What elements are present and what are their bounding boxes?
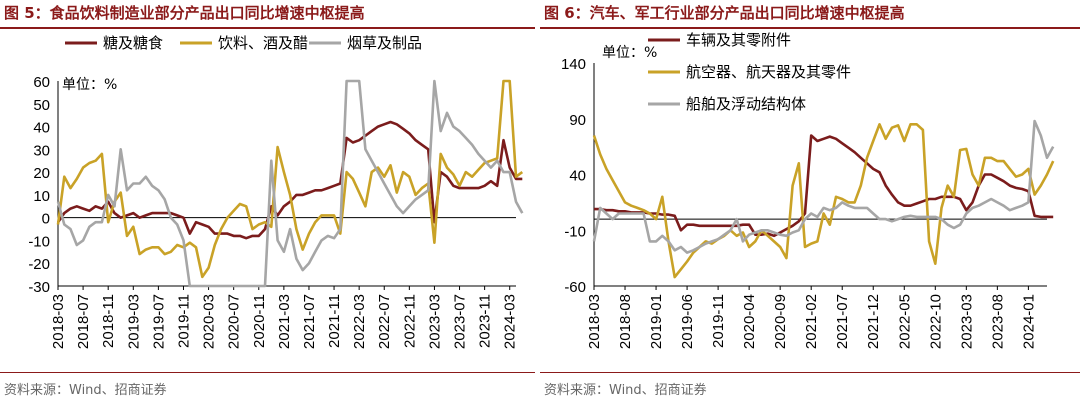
series-line-3 [56, 79, 524, 288]
y-tick-label: 30 [33, 142, 50, 159]
y-tick-label: -10 [28, 233, 50, 250]
chart-auto-military: -60 -10 40 90 140 2018-03 2018-08 2019-01 2019-0… [561, 31, 1055, 349]
title-rule [0, 27, 535, 29]
x-tick-label: 2020-03 [201, 294, 218, 349]
chart-title: 图 5：食品饮料制造业部分产品出口同比增速中枢提高 [4, 4, 365, 22]
x-tick-label: 2022-10 [927, 294, 944, 349]
series-line-1 [594, 134, 1054, 238]
unit-label: 单位：% [602, 45, 657, 61]
series-line-3 [592, 119, 1055, 254]
y-tick-label: -60 [564, 279, 586, 296]
x-tick-label: 2019-01 [648, 294, 665, 349]
series-line-2 [56, 79, 524, 279]
chart-panel-auto-military: 图 6：汽车、军工行业部分产品出口同比增速中枢提高 -60 -10 40 90 140 2… [540, 0, 1080, 406]
x-tick-label: 2018-08 [617, 294, 634, 349]
x-tick-label: 2022-05 [896, 294, 913, 349]
legend-label: 船舶及浮动结构体 [686, 95, 806, 113]
source-rule [0, 372, 535, 373]
legend-label: 航空器、航天器及其零件 [686, 63, 851, 81]
legend-label: 车辆及其零附件 [686, 31, 791, 49]
x-tick-label: 2022-03 [351, 294, 368, 349]
source-rule [540, 372, 1080, 373]
legend-label: 烟草及制品 [347, 34, 422, 52]
x-tick-label: 2018-03 [50, 294, 67, 349]
x-tick-label: 2022-11 [401, 294, 418, 348]
legend-label: 饮料、酒及醋 [218, 34, 308, 52]
x-tick-label: 2021-03 [276, 294, 293, 349]
y-tick-label: -20 [28, 256, 50, 273]
x-tick-label: 2021-02 [803, 294, 820, 349]
x-tick-label: 2020-07 [226, 294, 243, 349]
chart-food-beverage: -30 -20 -10 0 10 20 30 40 50 60 2018-03 2018-07 2018… [28, 34, 524, 349]
x-tick-label: 2022-07 [376, 294, 393, 349]
y-tick-label: -10 [564, 223, 586, 240]
x-tick-label: 2019-07 [150, 294, 167, 349]
x-tick-label: 2018-07 [75, 294, 92, 349]
y-tick-label: 40 [569, 168, 586, 185]
y-tick-label: 90 [569, 112, 586, 129]
x-tick-label: 2023-03 [426, 294, 443, 349]
y-tick-label: 60 [33, 74, 50, 91]
x-tick-label: 2021-07 [301, 294, 318, 349]
x-tick-label: 2021-12 [865, 294, 882, 349]
y-tick-label: 40 [33, 120, 50, 137]
title-rule [540, 27, 1080, 29]
x-tick-label: 2019-03 [125, 294, 142, 349]
x-tick-label: 2019-06 [679, 294, 696, 349]
x-tick-label: 2023-11 [477, 294, 494, 348]
chart-panel-food: 图 5：食品饮料制造业部分产品出口同比增速中枢提高 -30 -20 -10 0 10 20… [0, 0, 535, 406]
legend-label: 糖及糖食 [103, 34, 163, 52]
x-tick-label: 2020-11 [251, 294, 268, 348]
x-tick-label: 2023-07 [452, 294, 469, 349]
series-line-2 [592, 123, 1055, 279]
x-tick-label: 2019-11 [710, 294, 727, 348]
x-tick-label: 2024-01 [1020, 294, 1037, 349]
x-tick-label: 2023-08 [989, 294, 1006, 349]
source-note: 资料来源：Wind、招商证券 [544, 383, 707, 398]
x-tick-label: 2020-04 [741, 294, 758, 349]
y-tick-label: -30 [28, 279, 50, 296]
series-line-1 [56, 120, 523, 240]
x-tick-label: 2021-11 [326, 294, 343, 348]
x-tick-label: 2020-09 [772, 294, 789, 349]
x-tick-label: 2024-03 [502, 294, 519, 349]
x-tick-label: 2019-11 [175, 294, 192, 348]
unit-label: 单位：% [62, 77, 117, 93]
x-tick-label: 2018-03 [586, 294, 603, 349]
x-tick-label: 2018-11 [100, 294, 117, 348]
y-tick-label: 50 [33, 97, 50, 114]
x-tick-label: 2023-03 [958, 294, 975, 349]
y-tick-label: 20 [33, 165, 50, 182]
chart-title: 图 6：汽车、军工行业部分产品出口同比增速中枢提高 [544, 4, 905, 22]
x-tick-label: 2021-07 [834, 294, 851, 349]
y-tick-label: 10 [33, 188, 50, 205]
y-tick-label: 0 [42, 211, 50, 228]
y-tick-label: 140 [561, 56, 586, 73]
source-note: 资料来源：Wind、招商证券 [4, 383, 167, 398]
